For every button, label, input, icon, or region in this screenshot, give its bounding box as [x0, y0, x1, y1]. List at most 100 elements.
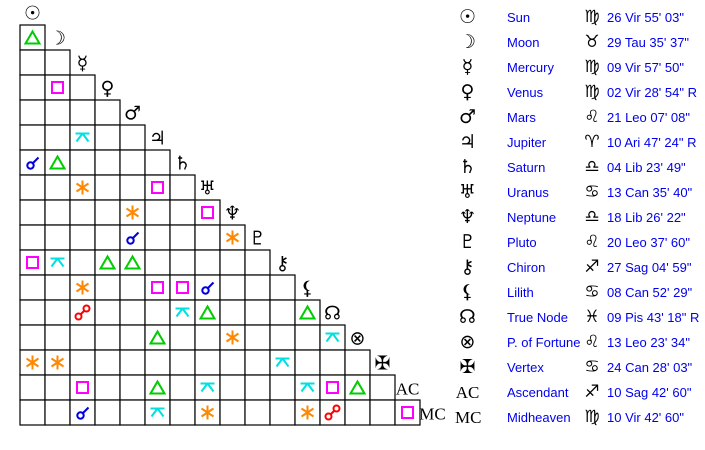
planet-position: 26 Vir 55' 03": [607, 10, 684, 25]
planet-name-link[interactable]: Vertex: [507, 360, 544, 375]
zodiac-sign-icon: ♉: [584, 32, 600, 52]
trine-aspect-icon: [298, 304, 317, 320]
planet-row: ♄ Saturn ♎ 04 Lib 23' 49": [450, 155, 705, 180]
planet-name-link[interactable]: Sun: [507, 10, 531, 25]
planet-name-link[interactable]: Saturn: [507, 160, 546, 175]
zodiac-sign-icon: ♋: [584, 282, 600, 302]
planet-name-link[interactable]: Mercury: [507, 60, 554, 75]
planet-glyph-icon: MC: [455, 408, 482, 427]
planet-name-link[interactable]: Venus: [507, 85, 544, 100]
aspect-cell: [44, 324, 71, 351]
aspect-cell: [44, 274, 71, 301]
aspect-cell: [94, 399, 121, 426]
aspect-cell: [119, 374, 146, 401]
planet-name-link[interactable]: P. of Fortune: [507, 335, 581, 350]
aspect-cell: [94, 374, 121, 401]
aspect-cell: [94, 299, 121, 326]
conjunction-aspect-icon: [26, 156, 40, 170]
aspect-cell: [94, 224, 121, 251]
planet-position: 18 Lib 26' 22": [607, 210, 686, 225]
aspect-cell: [169, 349, 196, 376]
grid-planet-glyph-icon: ☿: [77, 53, 89, 75]
sextile-aspect-icon: [75, 180, 90, 195]
planet-row: ♂ Mars ♌ 21 Leo 07' 08": [450, 105, 705, 130]
aspect-cell: [319, 374, 346, 401]
trine-aspect-icon: [48, 154, 67, 170]
aspect-cell: [19, 124, 46, 151]
aspect-cell: [194, 349, 221, 376]
aspect-cell: [269, 374, 296, 401]
zodiac-sign-icon: ♌: [584, 332, 600, 352]
aspect-cell: [19, 74, 46, 101]
grid-planet-glyph-icon: ⚷: [276, 253, 290, 275]
aspect-cell: [294, 374, 321, 401]
aspect-cell: [144, 249, 171, 276]
planet-position: 27 Sag 04' 59": [607, 260, 692, 275]
planet-position: 04 Lib 23' 49": [607, 160, 686, 175]
grid-planet-glyph-icon: ⊗: [350, 328, 366, 350]
opposition-aspect-icon: [324, 404, 341, 421]
aspect-cell: [269, 349, 296, 376]
planet-name-link[interactable]: Midheaven: [507, 410, 571, 425]
planet-row: MC Midheaven ♍ 10 Vir 42' 60": [450, 405, 705, 430]
grid-planet-glyph-icon: ✠: [375, 353, 391, 375]
planet-row: ♇ Pluto ♌ 20 Leo 37' 60": [450, 230, 705, 255]
aspect-cell: [169, 174, 196, 201]
zodiac-sign-icon: ♌: [584, 107, 600, 127]
quincunx-aspect-icon: [325, 332, 340, 343]
aspect-cell: [219, 274, 246, 301]
aspect-cell: [144, 274, 171, 301]
aspect-cell: [119, 349, 146, 376]
aspect-cell: [44, 249, 71, 276]
aspect-cell: [19, 299, 46, 326]
aspect-cell: [44, 224, 71, 251]
aspect-cell: [119, 324, 146, 351]
grid-planet-glyph-icon: ⚸: [301, 278, 315, 300]
sextile-aspect-icon: [125, 205, 140, 220]
planet-row: ♃ Jupiter ♈ 10 Ari 47' 24" R: [450, 130, 705, 155]
planet-name-link[interactable]: Pluto: [507, 235, 537, 250]
aspect-cell: [119, 249, 146, 276]
trine-aspect-icon: [98, 254, 117, 270]
aspect-cell: [219, 374, 246, 401]
quincunx-aspect-icon: [175, 307, 190, 318]
square-aspect-icon: [326, 381, 339, 394]
planet-name-link[interactable]: Uranus: [507, 185, 549, 200]
planet-name-link[interactable]: Ascendant: [507, 385, 569, 400]
quincunx-aspect-icon: [200, 382, 215, 393]
planet-name-link[interactable]: Moon: [507, 35, 540, 50]
aspect-cell: [344, 399, 371, 426]
zodiac-sign-icon: ♈: [584, 132, 600, 152]
square-aspect-icon: [151, 281, 164, 294]
aspect-cell: [19, 174, 46, 201]
aspect-cell: [19, 274, 46, 301]
aspect-cell: [119, 124, 146, 151]
planet-name-link[interactable]: True Node: [507, 310, 568, 325]
planet-position: 09 Vir 57' 50": [607, 60, 684, 75]
aspect-cell: [144, 224, 171, 251]
planet-position: 21 Leo 07' 08": [607, 110, 691, 125]
aspect-cell: [69, 324, 96, 351]
aspect-cell: [19, 399, 46, 426]
trine-aspect-icon: [198, 304, 217, 320]
planet-name-link[interactable]: Chiron: [507, 260, 546, 275]
planet-position: 29 Tau 35' 37": [607, 35, 690, 50]
aspect-cell: [219, 249, 246, 276]
aspect-cell: [19, 199, 46, 226]
aspect-cell: [94, 124, 121, 151]
quincunx-aspect-icon: [150, 407, 165, 418]
planet-name-link[interactable]: Neptune: [507, 210, 557, 225]
aspect-cell: [119, 149, 146, 176]
aspect-cell: [169, 274, 196, 301]
aspect-cell: [294, 299, 321, 326]
planet-name-link[interactable]: Jupiter: [507, 135, 547, 150]
planet-glyph-icon: ✠: [459, 356, 476, 378]
aspect-cell: [194, 224, 221, 251]
planet-row: ⊗ P. of Fortune ♌ 13 Leo 23' 34": [450, 330, 705, 355]
zodiac-sign-icon: ♌: [584, 232, 600, 252]
aspect-cell: [244, 324, 271, 351]
planet-name-link[interactable]: Lilith: [507, 285, 534, 300]
planet-name-link[interactable]: Mars: [507, 110, 536, 125]
grid-planet-glyph-icon: MC: [419, 405, 445, 424]
sextile-aspect-icon: [225, 230, 240, 245]
